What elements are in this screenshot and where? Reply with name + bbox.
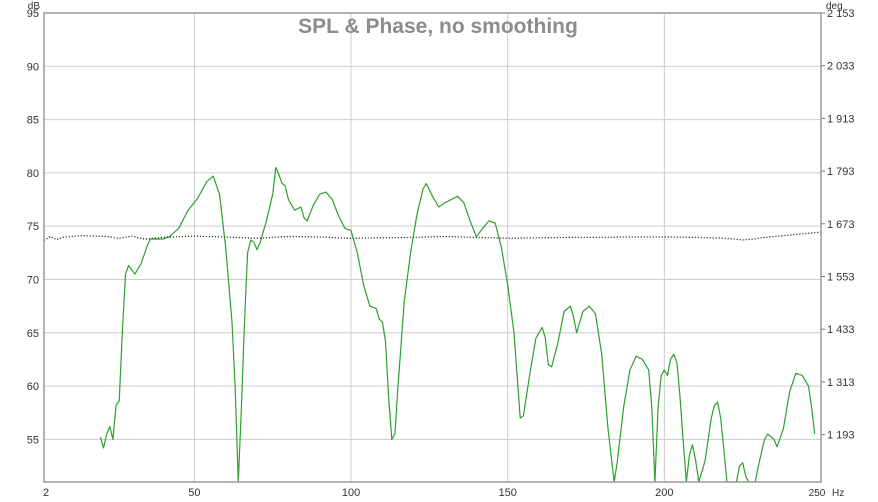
x-tick-label: 50 xyxy=(188,487,200,499)
y-tick-label: 55 xyxy=(27,434,39,446)
y-tick-label: 75 xyxy=(27,221,39,233)
y-tick-label: 80 xyxy=(27,168,39,180)
y-tick-label: 60 xyxy=(27,381,39,393)
x-axis-end-label: 250 xyxy=(809,488,826,499)
y2-tick-label: 2 153 xyxy=(827,8,855,20)
tick-labels: 95 90 85 80 75 70 65 60 55 2 153 2 033 1 913 1 793 1 … xyxy=(27,8,855,499)
y2-tick-label: 1 553 xyxy=(827,271,855,283)
y2-tick-label: 2 033 xyxy=(827,61,855,73)
x-tick-label: 2 xyxy=(43,487,49,499)
y2-tick-label: 1 433 xyxy=(827,324,855,336)
y2-tick-label: 1 673 xyxy=(827,219,855,231)
plot-frame xyxy=(43,12,822,483)
y-tick-label: 95 xyxy=(27,8,39,20)
y-tick-label: 90 xyxy=(27,61,39,73)
grid-lines xyxy=(44,12,821,482)
y-tick-label: 85 xyxy=(27,115,39,127)
spl-series-line xyxy=(99,167,816,482)
x-tick-label: 150 xyxy=(499,487,517,499)
left-axis-unit: dB xyxy=(28,1,41,12)
x-tick-label: 200 xyxy=(655,487,673,499)
y2-tick-label: 1 913 xyxy=(827,113,855,125)
right-axis-unit: deg xyxy=(826,1,843,12)
y2-tick-label: 1 793 xyxy=(827,166,855,178)
chart-title: SPL & Phase, no smoothing xyxy=(298,15,578,38)
series-layer xyxy=(44,167,821,482)
y2-tick-label: 1 193 xyxy=(827,430,855,442)
plot-area xyxy=(44,13,821,482)
x-tick-label: 100 xyxy=(342,487,360,499)
y-tick-label: 65 xyxy=(27,328,39,340)
y2-tick-label: 1 313 xyxy=(827,377,855,389)
x-axis-unit: Hz xyxy=(832,488,844,499)
y-tick-label: 70 xyxy=(27,274,39,286)
